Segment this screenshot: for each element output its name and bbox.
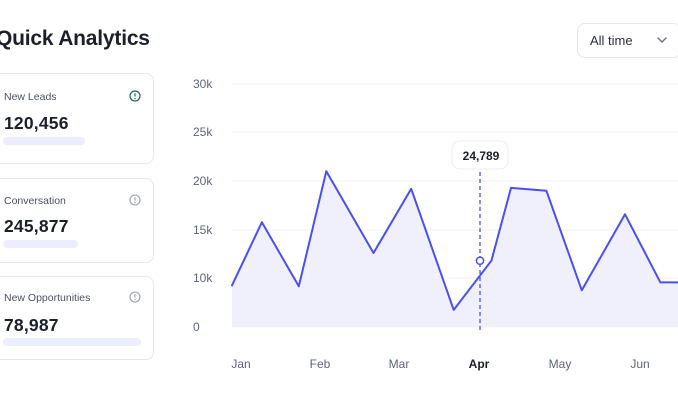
stat-card-conversation: Conversation 245,877: [0, 178, 154, 263]
info-icon[interactable]: [129, 90, 141, 102]
y-tick-label: 20k: [193, 174, 213, 188]
x-tick-label: Jun: [630, 357, 649, 371]
tooltip-value: 24,789: [463, 149, 500, 163]
stat-card-new-leads: New Leads 120,456: [0, 73, 154, 164]
page-title: Quick Analytics: [0, 27, 150, 50]
date-range-select[interactable]: All time: [577, 23, 678, 58]
stat-card-label: New Leads: [4, 91, 57, 103]
x-tick-label: Mar: [389, 357, 410, 371]
stat-card-value: 120,456: [4, 113, 69, 133]
stat-card-progress-bar: [3, 240, 78, 248]
series-line: [231, 170, 678, 311]
x-tick-label: Feb: [310, 357, 331, 371]
chevron-down-icon: [657, 37, 667, 43]
y-tick-label: 25k: [193, 125, 213, 139]
x-tick-label: Jan: [231, 357, 250, 371]
stat-card-progress-bar: [3, 137, 85, 145]
stat-card-new-opportunities: New Opportunities 78,987: [0, 276, 154, 360]
x-tick-label: Apr: [469, 357, 490, 371]
tooltip-box: [451, 140, 509, 170]
series-area: [232, 171, 678, 327]
highlight-point: [475, 256, 485, 266]
y-tick-label: 15k: [193, 223, 213, 237]
x-tick-label: May: [549, 357, 572, 371]
y-tick-label: 10k: [193, 271, 213, 285]
info-icon[interactable]: [129, 291, 141, 303]
date-range-value: All time: [590, 33, 633, 48]
stat-card-label: Conversation: [4, 195, 66, 207]
stat-card-progress-bar: [3, 338, 141, 346]
y-tick-label: 0: [193, 320, 200, 334]
y-tick-label: 30k: [193, 77, 213, 91]
stat-card-value: 78,987: [4, 315, 59, 335]
info-icon[interactable]: [129, 194, 141, 206]
stat-card-value: 245,877: [4, 216, 69, 236]
stat-card-label: New Opportunities: [4, 292, 91, 304]
